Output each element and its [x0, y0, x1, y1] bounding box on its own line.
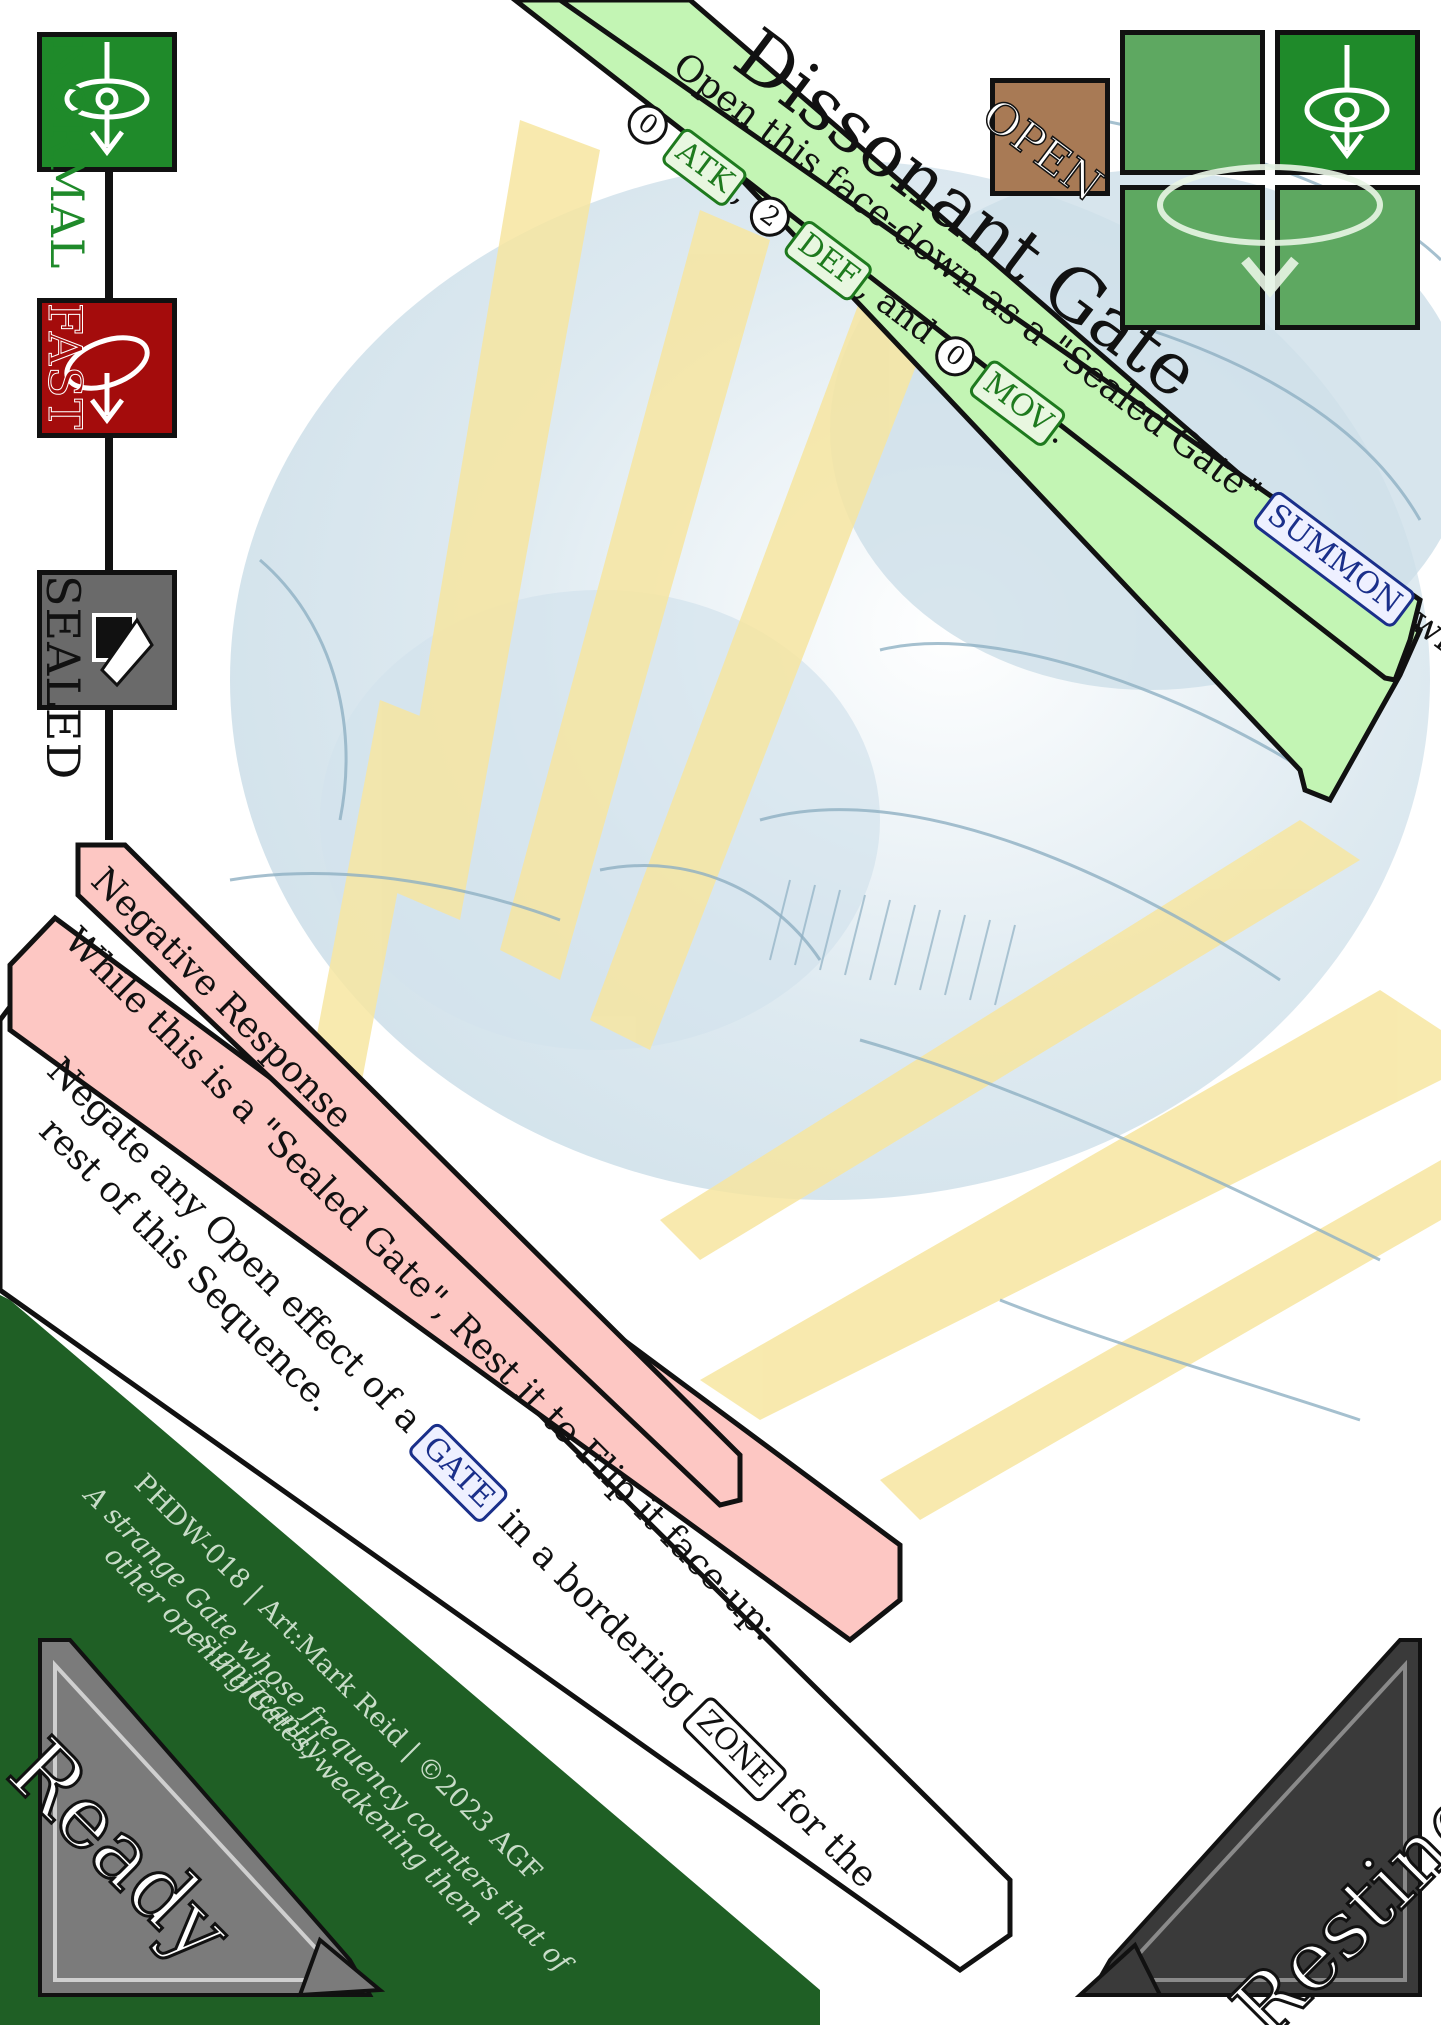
gate-icon-tile-bl — [1120, 185, 1265, 330]
status-track-line — [105, 170, 113, 840]
open-badge: OPEN — [972, 78, 1113, 213]
effect-name-banner-shape — [75, 842, 743, 1508]
fast-state-box — [37, 298, 177, 438]
gate-icon-tile-br — [1275, 185, 1420, 330]
ready-arrow-icon — [297, 1936, 386, 1998]
sealed-state-box — [37, 570, 177, 710]
gate-symbol-icon — [1157, 45, 1390, 298]
gate-icon-tile-tl — [1120, 30, 1265, 175]
fast-state-icon — [64, 335, 150, 425]
resting-arrow-icon — [1074, 1941, 1164, 1997]
resting-corner-inner-shape — [1110, 1659, 1407, 1982]
normal-state-icon — [64, 42, 150, 157]
sealed-state-icon — [92, 613, 154, 688]
gate-icon-grid — [1120, 30, 1420, 330]
normal-state-box — [37, 32, 177, 172]
ready-corner-inner-shape — [53, 1659, 350, 1982]
resting-corner-shape — [1086, 1638, 1422, 1997]
